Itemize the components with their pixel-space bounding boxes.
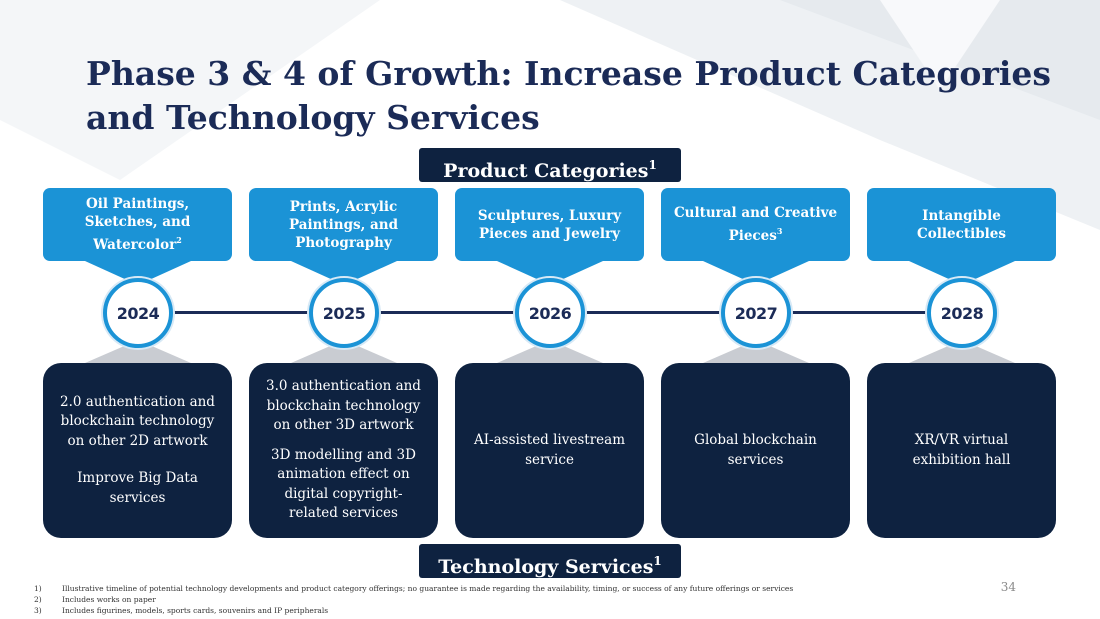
tech-text: Improve Big Data services (77, 470, 198, 506)
tech-box-3: AI-assisted livestream service (455, 363, 644, 538)
category-box-1: Oil Paintings, Sketches, and Watercolor2 (43, 188, 232, 261)
technology-services-footnote-ref: 1 (653, 554, 662, 568)
category-footnote-ref: 3 (776, 226, 783, 236)
category-text: Cultural and Creative Pieces (673, 205, 838, 244)
tech-box-5: XR/VR virtual exhibition hall (867, 363, 1056, 538)
tech-text: AI-assisted livestream service (473, 432, 626, 468)
category-text: Oil Paintings, Sketches, and Watercolor (84, 196, 191, 253)
year-circle-2026: 2026 (515, 278, 585, 348)
year-circle-2024: 2024 (103, 278, 173, 348)
category-text: Sculptures, Luxury Pieces and Jewelry (477, 207, 622, 242)
footnote-row: 1) Illustrative timeline of potential tec… (34, 583, 934, 594)
year-circle-2027: 2027 (721, 278, 791, 348)
technology-services-label: Technology Services1 (419, 544, 681, 578)
tech-text: 2.0 authentication and blockchain techno… (60, 393, 215, 449)
title-line-1: Phase 3 & 4 of Growth: Increase Product … (86, 54, 1051, 93)
year-circle-2025: 2025 (309, 278, 379, 348)
tech-text: 3D modelling and 3D animation effect on … (271, 446, 416, 522)
footnotes: 1) Illustrative timeline of potential tec… (34, 583, 934, 616)
technology-services-label-text: Technology Services (438, 556, 654, 578)
tech-text: Global blockchain services (694, 432, 817, 468)
tech-box-2: 3.0 authentication and blockchain techno… (249, 363, 438, 538)
footnote-number: 1) (34, 584, 42, 593)
footnote-text: Illustrative timeline of potential techn… (62, 584, 794, 593)
tech-box-1: 2.0 authentication and blockchain techno… (43, 363, 232, 538)
footnote-row: 2) Includes works on paper (34, 594, 934, 605)
product-categories-label: Product Categories1 (419, 148, 681, 182)
category-text: Intangible Collectibles (917, 207, 1006, 242)
page-number: 34 (1000, 580, 1016, 594)
footnote-number: 3) (34, 606, 42, 615)
page-title: Phase 3 & 4 of Growth: Increase Product … (86, 52, 1066, 140)
footnote-text: Includes works on paper (62, 595, 156, 604)
category-box-3: Sculptures, Luxury Pieces and Jewelry (455, 188, 644, 261)
category-box-5: Intangible Collectibles (867, 188, 1056, 261)
tech-text: 3.0 authentication and blockchain techno… (266, 378, 421, 434)
category-box-2: Prints, Acrylic Paintings, and Photograp… (249, 188, 438, 261)
footnote-text: Includes figurines, models, sports cards… (62, 606, 329, 615)
category-text: Prints, Acrylic Paintings, and Photograp… (288, 198, 399, 251)
product-categories-footnote-ref: 1 (648, 158, 657, 172)
tech-text: XR/VR virtual exhibition hall (912, 432, 1011, 468)
tech-box-4: Global blockchain services (661, 363, 850, 538)
year-circle-2028: 2028 (927, 278, 997, 348)
footnote-row: 3) Includes figurines, models, sports car… (34, 605, 934, 616)
category-box-4: Cultural and Creative Pieces3 (661, 188, 850, 261)
title-line-2: and Technology Services (86, 98, 540, 137)
product-categories-label-text: Product Categories (443, 160, 649, 182)
footnote-number: 2) (34, 595, 42, 604)
category-footnote-ref: 2 (176, 235, 182, 245)
